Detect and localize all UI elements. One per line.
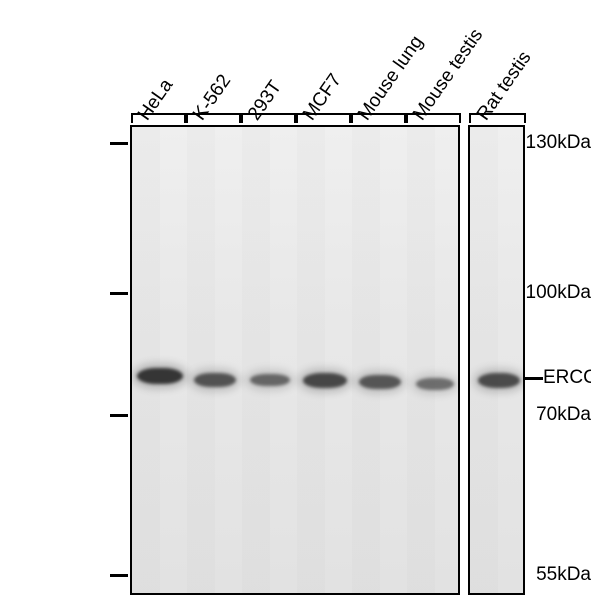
lane-header-tick: [296, 113, 298, 123]
blot-panel-2: [468, 125, 525, 595]
blot-streaks: [132, 127, 458, 593]
lane-header-tick: [186, 113, 188, 123]
lane-header-line: [297, 113, 350, 115]
band: [194, 373, 236, 387]
lane-header-tick: [524, 113, 526, 123]
band: [137, 368, 183, 384]
band: [416, 378, 454, 390]
lane-label-hela: HeLa: [134, 75, 178, 125]
band: [250, 374, 290, 386]
lane-label-mcf7: MCF7: [299, 70, 347, 125]
lane-header-tick: [131, 113, 133, 123]
lane-header-tick: [469, 113, 471, 123]
band: [359, 375, 401, 389]
lane-header-tick: [241, 113, 243, 123]
figure-container: 130kDa 100kDa 70kDa 55kDa HeLa K-562 293…: [0, 0, 591, 608]
lane-header-line: [132, 113, 185, 115]
lane-label-k562: K-562: [189, 71, 236, 125]
lane-header-tick: [459, 113, 461, 123]
blot-streaks: [470, 127, 523, 593]
mw-tick: [110, 414, 128, 417]
lane-header-line: [407, 113, 460, 115]
mw-tick: [110, 574, 128, 577]
mw-tick: [110, 292, 128, 295]
blot-panel-1: [130, 125, 460, 595]
target-tick: [525, 377, 543, 380]
band: [303, 373, 347, 388]
lane-header-line: [352, 113, 405, 115]
lane-header-line: [187, 113, 240, 115]
mw-tick: [110, 142, 128, 145]
lane-header-line: [470, 113, 525, 115]
band: [478, 373, 520, 388]
lane-header-tick: [351, 113, 353, 123]
lane-header-line: [242, 113, 295, 115]
lane-header-tick: [406, 113, 408, 123]
target-label: ERCC2: [543, 367, 591, 389]
lane-label-293t: 293T: [244, 77, 287, 125]
